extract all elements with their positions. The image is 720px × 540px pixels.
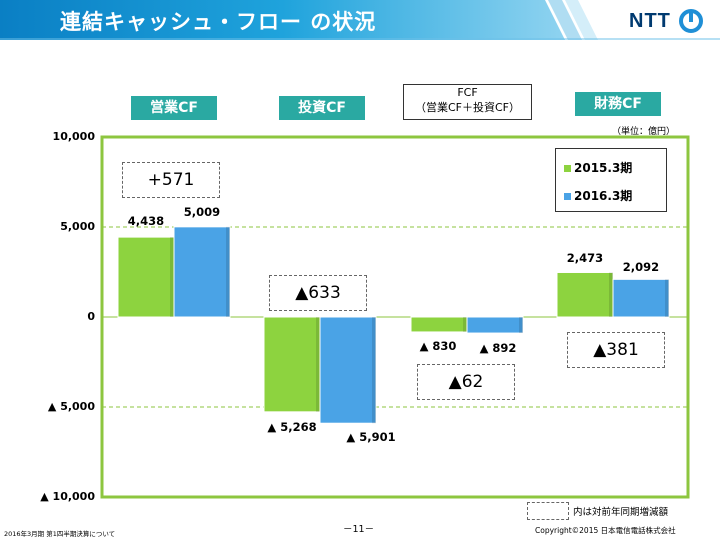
page-number: －11－ — [343, 524, 375, 535]
ntt-logo-icon — [679, 9, 703, 33]
data-label: ▲ 5,268 — [267, 420, 317, 434]
data-label: ▲ 5,901 — [346, 430, 396, 444]
bar-shade — [316, 317, 320, 412]
bar-body — [410, 316, 468, 333]
bar-body — [173, 226, 231, 318]
category-operating-cf: 営業CF — [131, 96, 217, 120]
bar-shade — [226, 226, 230, 317]
category-investing-cf: 投資CF — [279, 96, 365, 120]
bar-shade — [665, 279, 669, 317]
note-dashed-swatch — [527, 502, 569, 520]
bar-body — [319, 316, 377, 424]
category-fcf: FCF （営業CF＋投資CF） — [403, 84, 532, 120]
legend-swatch-green — [564, 165, 571, 172]
bar-body — [556, 271, 614, 318]
legend-label: 2016.3期 — [574, 189, 633, 203]
y-tick-label: ▲ 5,000 — [47, 400, 95, 413]
page-title: 連結キャッシュ・フロー の状況 — [60, 10, 377, 34]
bar — [319, 316, 377, 424]
header-bar — [0, 0, 720, 40]
bar — [173, 226, 231, 318]
unit-note: （単位：億円） — [612, 127, 676, 137]
bar-body — [263, 316, 321, 413]
data-label: ▲ 892 — [479, 341, 517, 355]
bar-shade — [519, 317, 523, 334]
difference-box: ▲381 — [567, 332, 665, 368]
category-fcf-line2: （営業CF＋投資CF） — [414, 101, 520, 114]
bar — [263, 316, 321, 413]
legend-item-2015: 2015.3期 — [564, 159, 632, 176]
difference-box: +571 — [122, 162, 220, 198]
footer-right: Copyright©2015 日本電信電話株式会社 — [535, 526, 676, 535]
bar-body — [117, 236, 175, 318]
legend-swatch-blue — [564, 193, 571, 200]
brand-name: NTT — [629, 10, 671, 32]
data-label: 5,009 — [183, 205, 221, 219]
bar-shade — [372, 317, 376, 424]
legend-item-2016: 2016.3期 — [564, 187, 632, 204]
bar-shade — [463, 317, 467, 332]
bar — [117, 236, 175, 318]
data-label: ▲ 830 — [419, 339, 457, 353]
note-text: 内は対前年同期増減額 — [573, 507, 669, 518]
bar — [466, 316, 524, 334]
bar-body — [612, 278, 670, 318]
bar-layer — [117, 226, 670, 424]
data-label: 4,438 — [127, 214, 165, 228]
bar-body — [466, 316, 524, 334]
data-label: 2,092 — [622, 260, 660, 274]
bar — [612, 278, 670, 318]
bar-shade — [170, 237, 174, 317]
y-tick-label: ▲ 10,000 — [40, 490, 95, 503]
data-label: 2,473 — [566, 251, 604, 265]
y-tick-label: 0 — [87, 310, 95, 323]
category-financing-cf: 財務CF — [575, 92, 661, 116]
y-tick-label: 5,000 — [60, 220, 95, 233]
footer-left: 2016年3月期 第1四半期決算について — [4, 530, 116, 538]
y-tick-label: 10,000 — [52, 130, 95, 143]
bar — [410, 316, 468, 333]
category-fcf-line1: FCF — [457, 86, 478, 99]
difference-box: ▲633 — [269, 275, 367, 311]
legend-label: 2015.3期 — [574, 161, 633, 175]
legend: 2015.3期 2016.3期 — [555, 148, 667, 212]
bar-shade — [609, 272, 613, 317]
difference-box: ▲62 — [417, 364, 515, 400]
bar — [556, 271, 614, 318]
